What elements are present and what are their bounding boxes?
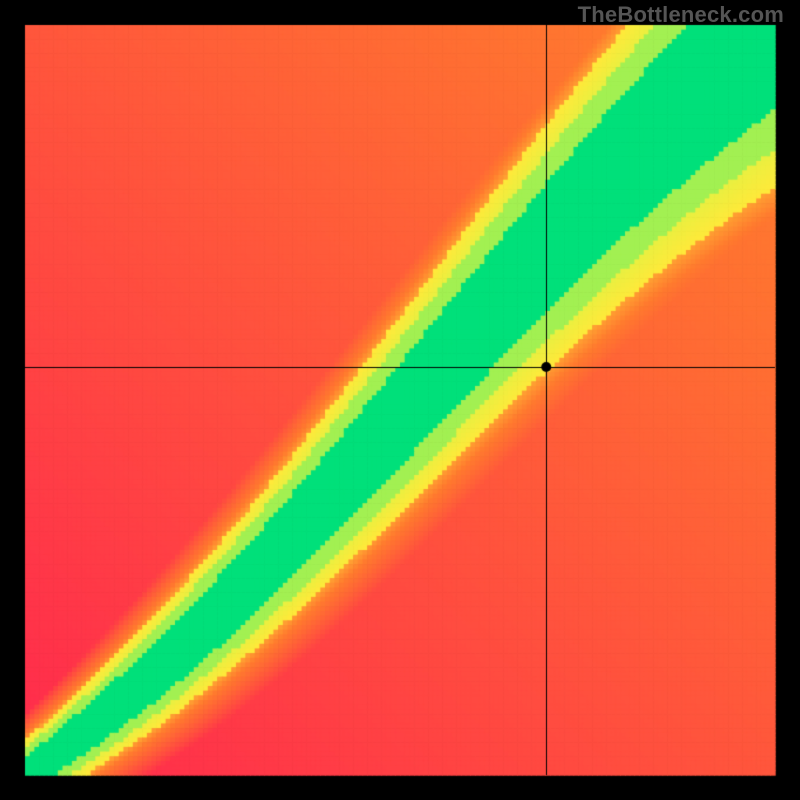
watermark-text: TheBottleneck.com [578,2,784,28]
bottleneck-heatmap [0,0,800,800]
chart-wrapper: TheBottleneck.com [0,0,800,800]
